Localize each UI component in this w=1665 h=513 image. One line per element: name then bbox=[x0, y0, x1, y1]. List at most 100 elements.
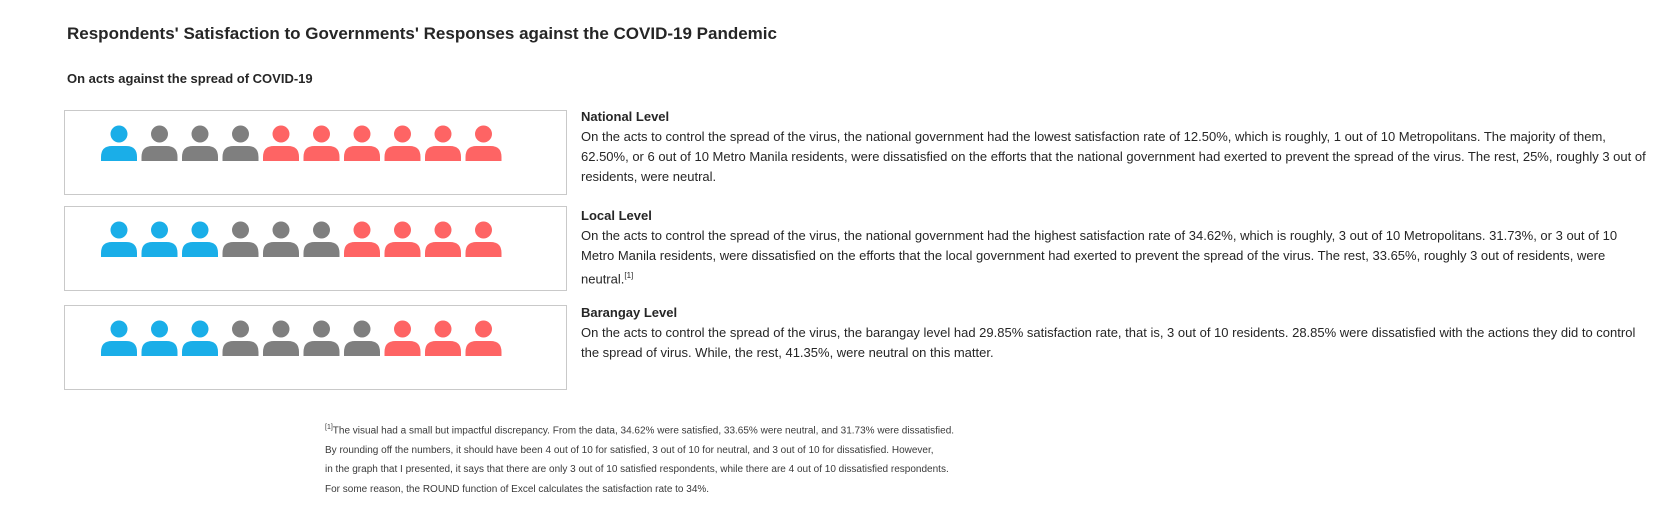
pictograph-panel-local bbox=[64, 206, 567, 291]
person-body bbox=[222, 341, 259, 356]
level-text-local: Local Level On the acts to control the s… bbox=[581, 206, 1651, 289]
level-description: On the acts to control the spread of the… bbox=[581, 228, 1618, 287]
person-icon-dissatisfied bbox=[425, 125, 461, 161]
level-description: On the acts to control the spread of the… bbox=[581, 325, 1636, 360]
person-body bbox=[303, 242, 340, 257]
person-body bbox=[263, 242, 299, 257]
person-icon-satisfied bbox=[101, 125, 137, 161]
person-head bbox=[110, 221, 128, 239]
person-body bbox=[344, 146, 380, 161]
pictograph-panel-barangay bbox=[64, 305, 567, 390]
footnote: [1]The visual had a small but impactful … bbox=[325, 418, 1145, 499]
person-icon-neutral bbox=[222, 221, 259, 257]
person-head bbox=[475, 125, 492, 143]
person-head bbox=[191, 125, 209, 143]
footnote-line: For some reason, the ROUND function of E… bbox=[325, 483, 710, 495]
footnote-marker: [1] bbox=[325, 424, 333, 431]
person-body bbox=[425, 242, 461, 257]
person-head bbox=[475, 221, 492, 239]
person-body bbox=[263, 341, 299, 356]
person-icon-dissatisfied bbox=[384, 320, 421, 356]
person-head bbox=[394, 320, 411, 338]
person-body bbox=[303, 146, 340, 161]
person-head bbox=[272, 320, 290, 338]
person-body bbox=[465, 242, 502, 257]
person-body bbox=[425, 341, 461, 356]
person-head bbox=[232, 320, 249, 338]
pictograph-local bbox=[101, 221, 502, 257]
person-body bbox=[182, 146, 218, 161]
person-body bbox=[465, 146, 502, 161]
person-body bbox=[465, 341, 502, 356]
person-body bbox=[101, 242, 137, 257]
person-head bbox=[353, 125, 371, 143]
person-icon-neutral bbox=[344, 320, 380, 356]
footnote-line: The visual had a small but impactful dis… bbox=[332, 425, 955, 437]
person-body bbox=[263, 146, 299, 161]
person-head bbox=[434, 125, 452, 143]
person-icon-satisfied bbox=[141, 221, 178, 257]
person-body bbox=[222, 242, 259, 257]
person-icon-satisfied bbox=[182, 320, 218, 356]
person-icon-neutral bbox=[222, 125, 259, 161]
person-head bbox=[151, 320, 168, 338]
person-body bbox=[384, 242, 421, 257]
footnote-reference: [1] bbox=[624, 271, 634, 280]
person-head bbox=[232, 221, 249, 239]
footnote-line: By rounding off the numbers, it should h… bbox=[325, 444, 934, 456]
person-head bbox=[232, 125, 249, 143]
person-icon-dissatisfied bbox=[425, 221, 461, 257]
person-body bbox=[141, 242, 178, 257]
person-body bbox=[303, 341, 340, 356]
pictograph-barangay bbox=[101, 320, 502, 356]
level-text-barangay: Barangay Level On the acts to control th… bbox=[581, 303, 1651, 363]
person-icon-dissatisfied bbox=[384, 125, 421, 161]
person-icon-neutral bbox=[141, 125, 178, 161]
level-title: Local Level bbox=[581, 208, 652, 223]
level-title: National Level bbox=[581, 109, 670, 124]
person-head bbox=[353, 320, 371, 338]
person-body bbox=[384, 341, 421, 356]
person-icon-dissatisfied bbox=[465, 320, 502, 356]
footnote-line: in the graph that I presented, it says t… bbox=[325, 464, 949, 476]
person-body bbox=[222, 146, 259, 161]
person-body bbox=[141, 146, 178, 161]
person-icon-neutral bbox=[222, 320, 259, 356]
person-body bbox=[101, 341, 137, 356]
person-head bbox=[475, 320, 492, 338]
person-head bbox=[110, 320, 128, 338]
person-head bbox=[272, 221, 290, 239]
page-title: Respondents' Satisfaction to Governments… bbox=[67, 24, 777, 43]
person-head bbox=[191, 320, 209, 338]
person-icon-satisfied bbox=[141, 320, 178, 356]
person-icon-satisfied bbox=[101, 221, 137, 257]
person-head bbox=[191, 221, 209, 239]
person-icon-dissatisfied bbox=[465, 221, 502, 257]
person-body bbox=[425, 146, 461, 161]
person-icon-dissatisfied bbox=[384, 221, 421, 257]
person-icon-dissatisfied bbox=[263, 125, 299, 161]
person-icon-satisfied bbox=[101, 320, 137, 356]
person-icon-neutral bbox=[182, 125, 218, 161]
person-head bbox=[434, 221, 452, 239]
person-head bbox=[353, 221, 371, 239]
person-body bbox=[182, 242, 218, 257]
page-subtitle: On acts against the spread of COVID-19 bbox=[67, 71, 313, 86]
person-icon-dissatisfied bbox=[344, 125, 380, 161]
person-head bbox=[313, 221, 330, 239]
person-head bbox=[151, 221, 168, 239]
person-body bbox=[344, 242, 380, 257]
level-text-national: National Level On the acts to control th… bbox=[581, 107, 1651, 187]
pictograph-national bbox=[101, 125, 502, 161]
person-icon-neutral bbox=[303, 221, 340, 257]
person-head bbox=[151, 125, 168, 143]
person-head bbox=[434, 320, 452, 338]
person-icon-neutral bbox=[263, 221, 299, 257]
person-head bbox=[394, 221, 411, 239]
person-icon-dissatisfied bbox=[425, 320, 461, 356]
person-body bbox=[344, 341, 380, 356]
person-icon-dissatisfied bbox=[465, 125, 502, 161]
pictograph-panel-national bbox=[64, 110, 567, 195]
person-head bbox=[313, 125, 330, 143]
person-body bbox=[384, 146, 421, 161]
